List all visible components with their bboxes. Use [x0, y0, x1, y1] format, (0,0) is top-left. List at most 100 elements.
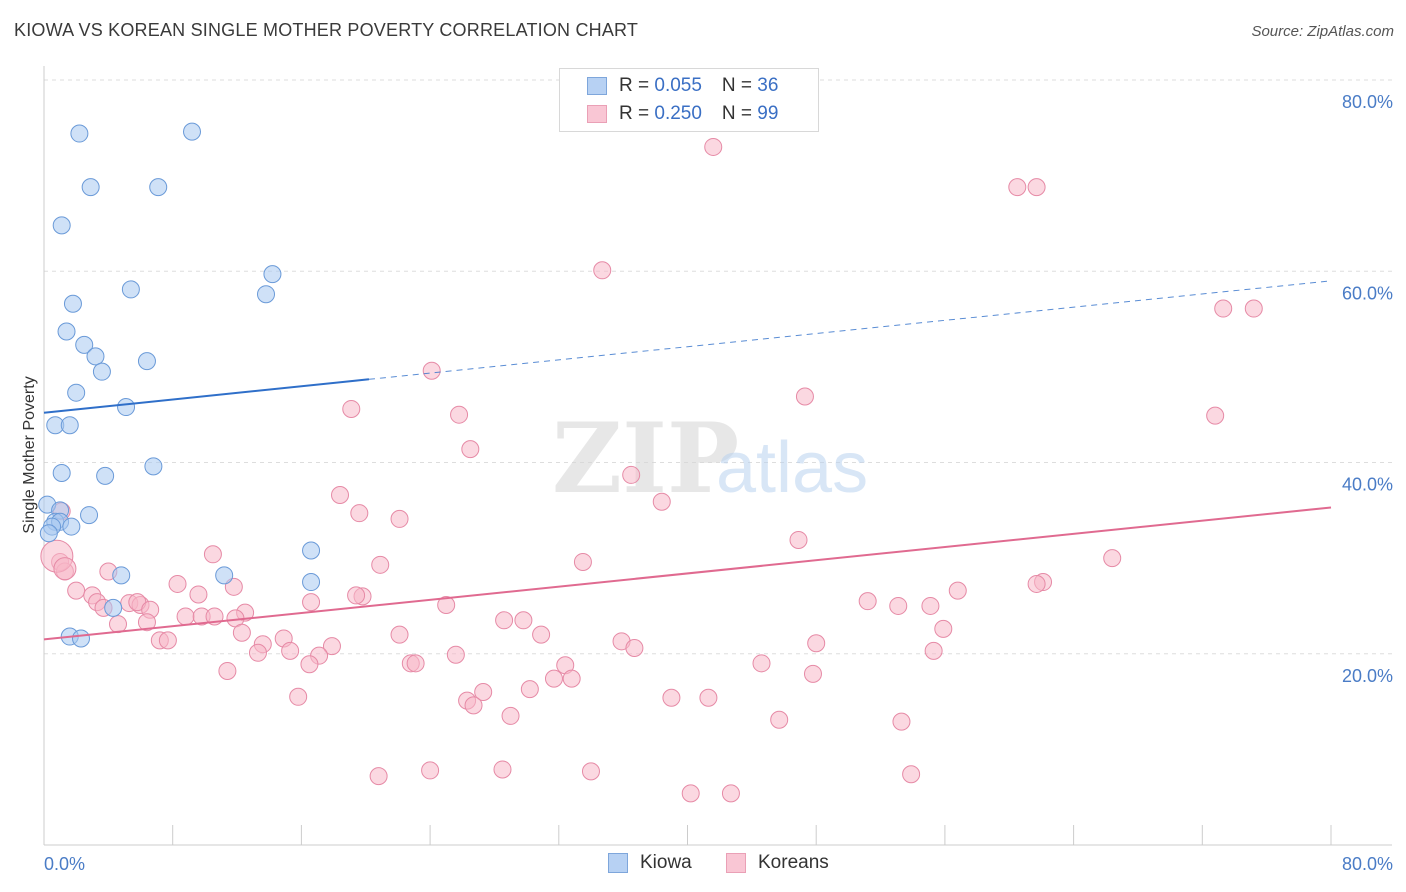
legend: R = 0.055 N = 36 R = 0.250 N = 99: [559, 68, 819, 132]
kiowa-trend-extension: [368, 280, 1332, 380]
kiowa-point: [62, 517, 81, 536]
kiowa-point: [86, 347, 105, 366]
koreans-point: [450, 405, 469, 424]
legend-swatch-koreans: [587, 105, 607, 123]
kiowa-series: [38, 122, 321, 648]
koreans-point: [924, 641, 943, 660]
watermark-zip: ZIP: [552, 402, 739, 515]
legend-row-koreans: R = 0.250 N = 99: [560, 101, 778, 127]
kiowa-point: [52, 464, 71, 483]
koreans-point: [1206, 406, 1225, 425]
koreans-point: [109, 615, 128, 634]
koreans-point: [902, 765, 921, 784]
koreans-point: [562, 669, 581, 688]
koreans-point: [474, 683, 493, 701]
legend-n-value: 99: [757, 103, 779, 124]
koreans-point: [347, 586, 366, 605]
koreans-point: [752, 654, 771, 673]
kiowa-point: [96, 466, 115, 485]
kiowa-point: [215, 566, 234, 585]
koreans-point: [795, 387, 814, 406]
koreans-point: [662, 688, 681, 707]
kiowa-point: [80, 506, 99, 525]
kiowa-point: [149, 178, 168, 197]
bottom-legend-label-kiowa: Kiowa: [640, 852, 692, 873]
koreans-point: [789, 530, 808, 549]
koreans-point: [803, 664, 822, 683]
koreans-point: [1244, 299, 1263, 318]
koreans-point: [300, 655, 319, 674]
koreans-point: [67, 581, 86, 600]
koreans-point: [390, 509, 409, 528]
kiowa-point: [52, 216, 71, 235]
koreans-point: [501, 706, 520, 725]
legend-swatch-kiowa: [587, 77, 607, 95]
legend-n-label: N =: [721, 75, 758, 96]
y-axis-label: Single Mother Poverty: [21, 376, 38, 533]
koreans-series: [40, 137, 1263, 803]
legend-row-kiowa: R = 0.055 N = 36: [560, 73, 778, 99]
bottom-legend-swatch-kiowa: [608, 853, 628, 873]
kiowa-point: [144, 457, 163, 476]
koreans-point: [369, 767, 388, 786]
y-tick-label: 80.0%: [1342, 92, 1393, 112]
koreans-point: [770, 710, 789, 729]
koreans-point: [248, 643, 267, 662]
bottom-legend-swatch-koreans: [726, 853, 746, 873]
y-tick-label: 20.0%: [1342, 666, 1393, 686]
koreans-point: [514, 611, 533, 630]
bottom-legend-label-koreans: Koreans: [758, 852, 829, 873]
koreans-point: [1027, 574, 1046, 593]
legend-r-label: R =: [619, 75, 655, 96]
koreans-point: [1008, 178, 1027, 197]
koreans-point: [625, 639, 644, 658]
y-tick-label: 40.0%: [1342, 475, 1393, 495]
axis-layer: [43, 66, 1392, 846]
koreans-point: [371, 555, 390, 574]
koreans-point: [390, 625, 409, 644]
kiowa-point: [257, 285, 276, 304]
bottom-legend-kiowa: Kiowa: [608, 852, 692, 874]
koreans-point: [1027, 178, 1046, 197]
koreans-point: [189, 585, 208, 604]
koreans-point: [704, 137, 723, 156]
koreans-point: [581, 762, 600, 781]
koreans-point: [858, 592, 877, 611]
koreans-point: [322, 637, 341, 656]
kiowa-point: [183, 122, 202, 141]
kiowa-point: [67, 383, 86, 402]
kiowa-point: [137, 352, 156, 371]
kiowa-point: [57, 322, 76, 341]
koreans-point: [289, 687, 308, 706]
kiowa-point: [81, 178, 100, 197]
koreans-point: [934, 619, 953, 638]
kiowa-point: [104, 598, 123, 617]
koreans-point: [593, 261, 612, 280]
watermark: ZIP atlas: [552, 402, 868, 515]
kiowa-point: [70, 124, 89, 143]
grid-layer: [44, 79, 1392, 655]
koreans-point: [218, 661, 237, 680]
koreans-point: [681, 784, 700, 803]
x-tick-label: 0.0%: [44, 854, 85, 874]
koreans-point: [446, 645, 465, 664]
koreans-point: [421, 761, 440, 780]
koreans-point: [137, 613, 156, 632]
koreans-trend-line: [43, 506, 1332, 641]
koreans-point: [892, 712, 911, 731]
tick-labels: 20.0% 40.0% 60.0% 80.0% 0.0% 80.0%: [44, 92, 1393, 874]
koreans-point: [203, 545, 222, 564]
watermark-atlas: atlas: [716, 428, 868, 508]
koreans-point: [437, 595, 456, 614]
koreans-point: [464, 696, 483, 715]
koreans-point: [807, 634, 826, 653]
koreans-point: [544, 669, 563, 688]
koreans-point: [422, 361, 441, 380]
koreans-point: [493, 760, 512, 779]
legend-r-label: R =: [619, 103, 655, 124]
kiowa-point: [112, 566, 131, 585]
kiowa-trend-line: [43, 378, 370, 414]
koreans-point: [532, 625, 551, 644]
koreans-point: [232, 623, 251, 642]
kiowa-point: [72, 629, 91, 648]
